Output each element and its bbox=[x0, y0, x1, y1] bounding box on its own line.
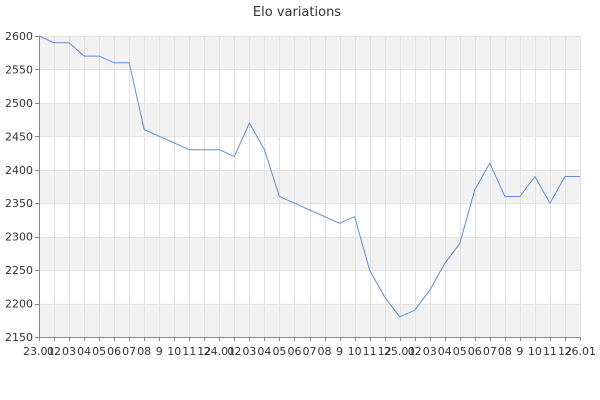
x-tick-label: 04 bbox=[438, 345, 452, 358]
x-tick-label: 08 bbox=[318, 345, 332, 358]
x-tick-label: 04 bbox=[77, 345, 91, 358]
y-tick-label: 2550 bbox=[5, 63, 33, 76]
x-tick-label: 05 bbox=[92, 345, 106, 358]
x-tick-label: 06 bbox=[287, 345, 301, 358]
x-tick-label: 08 bbox=[498, 345, 512, 358]
background-band bbox=[39, 36, 580, 70]
series-line bbox=[38, 35, 580, 318]
x-tick-label: 10 bbox=[528, 345, 542, 358]
x-tick-label: 12 bbox=[197, 345, 211, 358]
x-tick-label: 24.01 bbox=[204, 345, 236, 358]
x-tick-label: 26.01 bbox=[565, 345, 597, 358]
x-tick-label: 04 bbox=[257, 345, 271, 358]
background-band bbox=[39, 236, 580, 271]
x-tick-label: 12 bbox=[558, 345, 572, 358]
x-tick-label: 25.01 bbox=[384, 345, 416, 358]
x-tick-label: 9 bbox=[336, 345, 343, 358]
x-tick-label: 03 bbox=[62, 345, 76, 358]
y-tick-label: 2450 bbox=[5, 130, 33, 143]
background-band bbox=[39, 169, 580, 204]
x-tick-label: 07 bbox=[303, 345, 317, 358]
y-tick-label: 2600 bbox=[5, 30, 33, 43]
y-tick-labels: 2150 2200 2250 2300 2350 2400 2450 2500 2550 2600 bbox=[5, 30, 39, 344]
x-tick-label: 03 bbox=[423, 345, 437, 358]
x-tick-label: 03 bbox=[242, 345, 256, 358]
x-tick-label: 07 bbox=[483, 345, 497, 358]
background-band bbox=[39, 303, 580, 337]
y-tick-label: 2250 bbox=[5, 264, 33, 277]
x-tick-label: 9 bbox=[516, 345, 523, 358]
x-tick-label: 23.01 bbox=[23, 345, 55, 358]
x-tick-label: 10 bbox=[167, 345, 181, 358]
x-tick-label: 08 bbox=[137, 345, 151, 358]
y-tick-label: 2150 bbox=[5, 331, 33, 344]
series-layer bbox=[38, 35, 580, 318]
background-band bbox=[39, 102, 580, 137]
x-tick-label: 11 bbox=[363, 345, 377, 358]
x-tick-label: 06 bbox=[468, 345, 482, 358]
x-tick-label: 07 bbox=[122, 345, 136, 358]
x-tick-label: 02 bbox=[227, 345, 241, 358]
y-tick-label: 2350 bbox=[5, 197, 33, 210]
y-tick-label: 2400 bbox=[5, 164, 33, 177]
y-tick-label: 2500 bbox=[5, 97, 33, 110]
x-tick-label: 02 bbox=[408, 345, 422, 358]
vertical-gridlines bbox=[39, 36, 581, 337]
x-tick-label: 02 bbox=[47, 345, 61, 358]
x-tick-label: 9 bbox=[156, 345, 163, 358]
x-tick-label: 05 bbox=[272, 345, 286, 358]
x-tick-label: 10 bbox=[348, 345, 362, 358]
x-tick-label: 06 bbox=[107, 345, 121, 358]
chart-title: Elo variations bbox=[253, 5, 341, 20]
x-tick-label: 11 bbox=[543, 345, 557, 358]
x-tick-label: 05 bbox=[453, 345, 467, 358]
y-tick-label: 2200 bbox=[5, 298, 33, 311]
background-bands bbox=[39, 36, 580, 337]
x-tick-label: 12 bbox=[378, 345, 392, 358]
x-tick-label: 11 bbox=[182, 345, 196, 358]
y-tick-label: 2300 bbox=[5, 231, 33, 244]
